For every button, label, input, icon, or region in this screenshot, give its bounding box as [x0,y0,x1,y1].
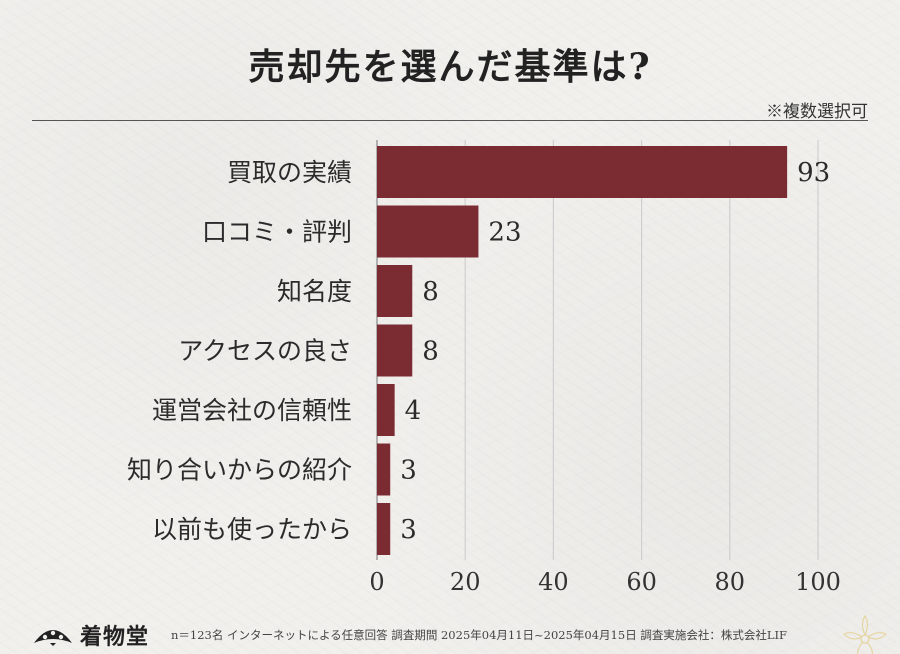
x-tick-label: 60 [626,568,657,596]
value-label: 8 [422,277,439,307]
multiple-choice-note: ※複数選択可 [766,102,868,122]
bar [377,443,391,496]
category-label: 知名度 [277,277,352,306]
chart-title: 売却先を選んだ基準は? [248,46,652,88]
bar [377,146,788,198]
category-label: 口コミ・評判 [202,218,352,247]
title-divider [32,120,868,121]
bar [377,324,413,377]
value-label: 3 [400,456,417,486]
bar [377,503,391,555]
x-tick-label: 0 [369,568,384,596]
x-tick-label: 40 [538,568,569,596]
value-label: 8 [422,337,439,367]
value-label: 93 [797,158,830,188]
value-label: 4 [405,396,422,426]
x-tick-label: 100 [795,568,841,596]
brand-name: 着物堂 [80,624,150,650]
category-label: 買取の実績 [227,158,352,187]
footer: 着物堂 n＝123名 インターネットによる任意回答 調査期間 2025年04月1… [32,620,787,650]
fan-logo-icon [34,630,72,646]
category-label: 運営会社の信頼性 [152,396,352,425]
bar [377,205,479,258]
category-label: 以前も使ったから [152,515,352,544]
value-label: 3 [400,515,417,545]
value-label: 23 [488,218,521,248]
survey-footnote: n＝123名 インターネットによる任意回答 調査期間 2025年04月11日~2… [171,628,788,642]
flower-decoration-icon [842,614,888,654]
category-label: アクセスの良さ [178,337,352,366]
bar [377,384,395,436]
x-tick-label: 20 [450,568,481,596]
category-label: 知り合いからの紹介 [127,456,352,485]
bar [377,265,413,317]
x-tick-label: 80 [715,568,746,596]
